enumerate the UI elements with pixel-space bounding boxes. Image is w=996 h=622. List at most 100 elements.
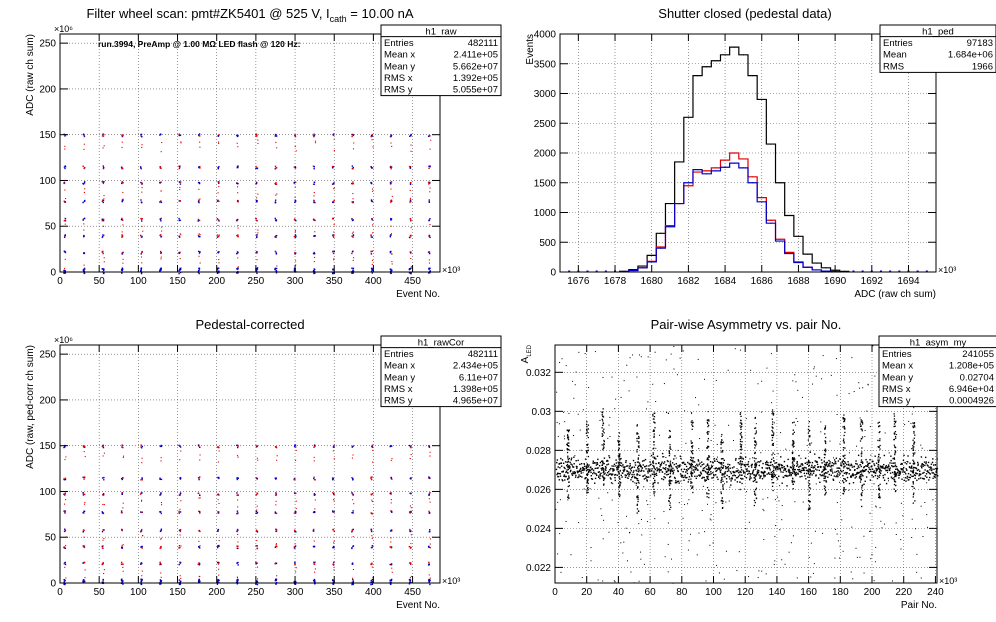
data-point [654, 481, 656, 484]
data-point [198, 201, 200, 204]
data-point [929, 473, 931, 475]
outlier-point [673, 346, 675, 348]
data-point [691, 467, 693, 469]
data-point [218, 142, 220, 145]
data-point [813, 470, 815, 472]
data-point [693, 469, 695, 471]
data-point [799, 465, 801, 468]
data-point [370, 236, 373, 238]
data-point [84, 455, 86, 458]
outlier-point [698, 532, 700, 534]
data-point [621, 472, 624, 474]
data-point [103, 198, 105, 200]
data-point [893, 438, 896, 441]
data-point [64, 167, 66, 170]
data-point [726, 467, 729, 469]
data-point [160, 478, 163, 481]
data-point [727, 468, 730, 470]
data-point [428, 182, 431, 184]
data-point [586, 473, 589, 475]
data-point [668, 483, 670, 485]
data-point [159, 511, 161, 513]
data-point [586, 464, 589, 466]
data-point [637, 474, 639, 476]
data-point [178, 252, 181, 254]
data-point [706, 472, 708, 475]
data-point [577, 459, 579, 462]
outlier-point [685, 442, 687, 444]
data-point [865, 476, 868, 478]
data-point [332, 450, 334, 452]
data-point [631, 475, 634, 478]
data-point [64, 510, 67, 512]
data-point [887, 465, 889, 468]
data-point [878, 459, 880, 461]
series-point-blue [724, 166, 726, 168]
data-point [758, 470, 760, 472]
data-point [217, 446, 220, 448]
outlier-point [697, 358, 699, 360]
data-point [809, 487, 811, 489]
data-point [913, 432, 915, 434]
data-point [823, 485, 826, 487]
data-point [861, 436, 864, 438]
series-point-red [751, 176, 754, 178]
data-point [887, 477, 890, 480]
data-point [863, 466, 866, 468]
data-point [312, 218, 315, 220]
data-point [745, 468, 747, 471]
data-point [694, 468, 697, 471]
outlier-point [855, 547, 857, 549]
stats-value: 2.411e+05 [454, 50, 498, 61]
data-point [622, 469, 624, 471]
data-point [893, 457, 896, 459]
data-point [813, 466, 816, 469]
data-point [653, 416, 656, 418]
data-point [352, 454, 354, 456]
data-point [611, 473, 614, 475]
data-point [791, 462, 794, 464]
data-point [650, 454, 653, 457]
data-point [753, 460, 756, 462]
outlier-point [745, 418, 747, 420]
series-point-blue [706, 173, 708, 175]
data-point [722, 462, 725, 464]
data-point [604, 465, 607, 468]
data-point [257, 142, 259, 145]
data-point [925, 473, 928, 475]
data-point [217, 235, 220, 238]
data-point [652, 483, 654, 485]
data-point [101, 236, 103, 239]
data-point [745, 477, 748, 479]
data-point [159, 579, 162, 581]
outlier-point [859, 417, 861, 419]
data-point [700, 473, 703, 475]
data-point [666, 470, 668, 472]
data-point [692, 425, 694, 427]
data-point [748, 470, 751, 473]
data-point [894, 450, 897, 452]
data-point [931, 468, 933, 470]
data-point [741, 435, 743, 438]
data-point [370, 528, 372, 530]
data-point [429, 543, 431, 545]
data-point [916, 473, 918, 475]
data-point [740, 431, 742, 434]
outlier-point [736, 570, 738, 572]
data-point [720, 480, 722, 482]
data-point [142, 230, 144, 232]
data-point [842, 492, 844, 495]
outlier-point [756, 462, 758, 464]
data-point [771, 423, 774, 425]
outlier-point [884, 432, 886, 434]
data-point [389, 251, 392, 253]
data-point [706, 468, 709, 471]
data-point [724, 472, 726, 475]
data-point [198, 134, 200, 136]
data-point [351, 165, 354, 167]
outlier-point [701, 509, 703, 511]
data-point [102, 251, 104, 253]
data-point [352, 510, 354, 512]
data-point [217, 219, 220, 221]
data-point [790, 467, 793, 469]
